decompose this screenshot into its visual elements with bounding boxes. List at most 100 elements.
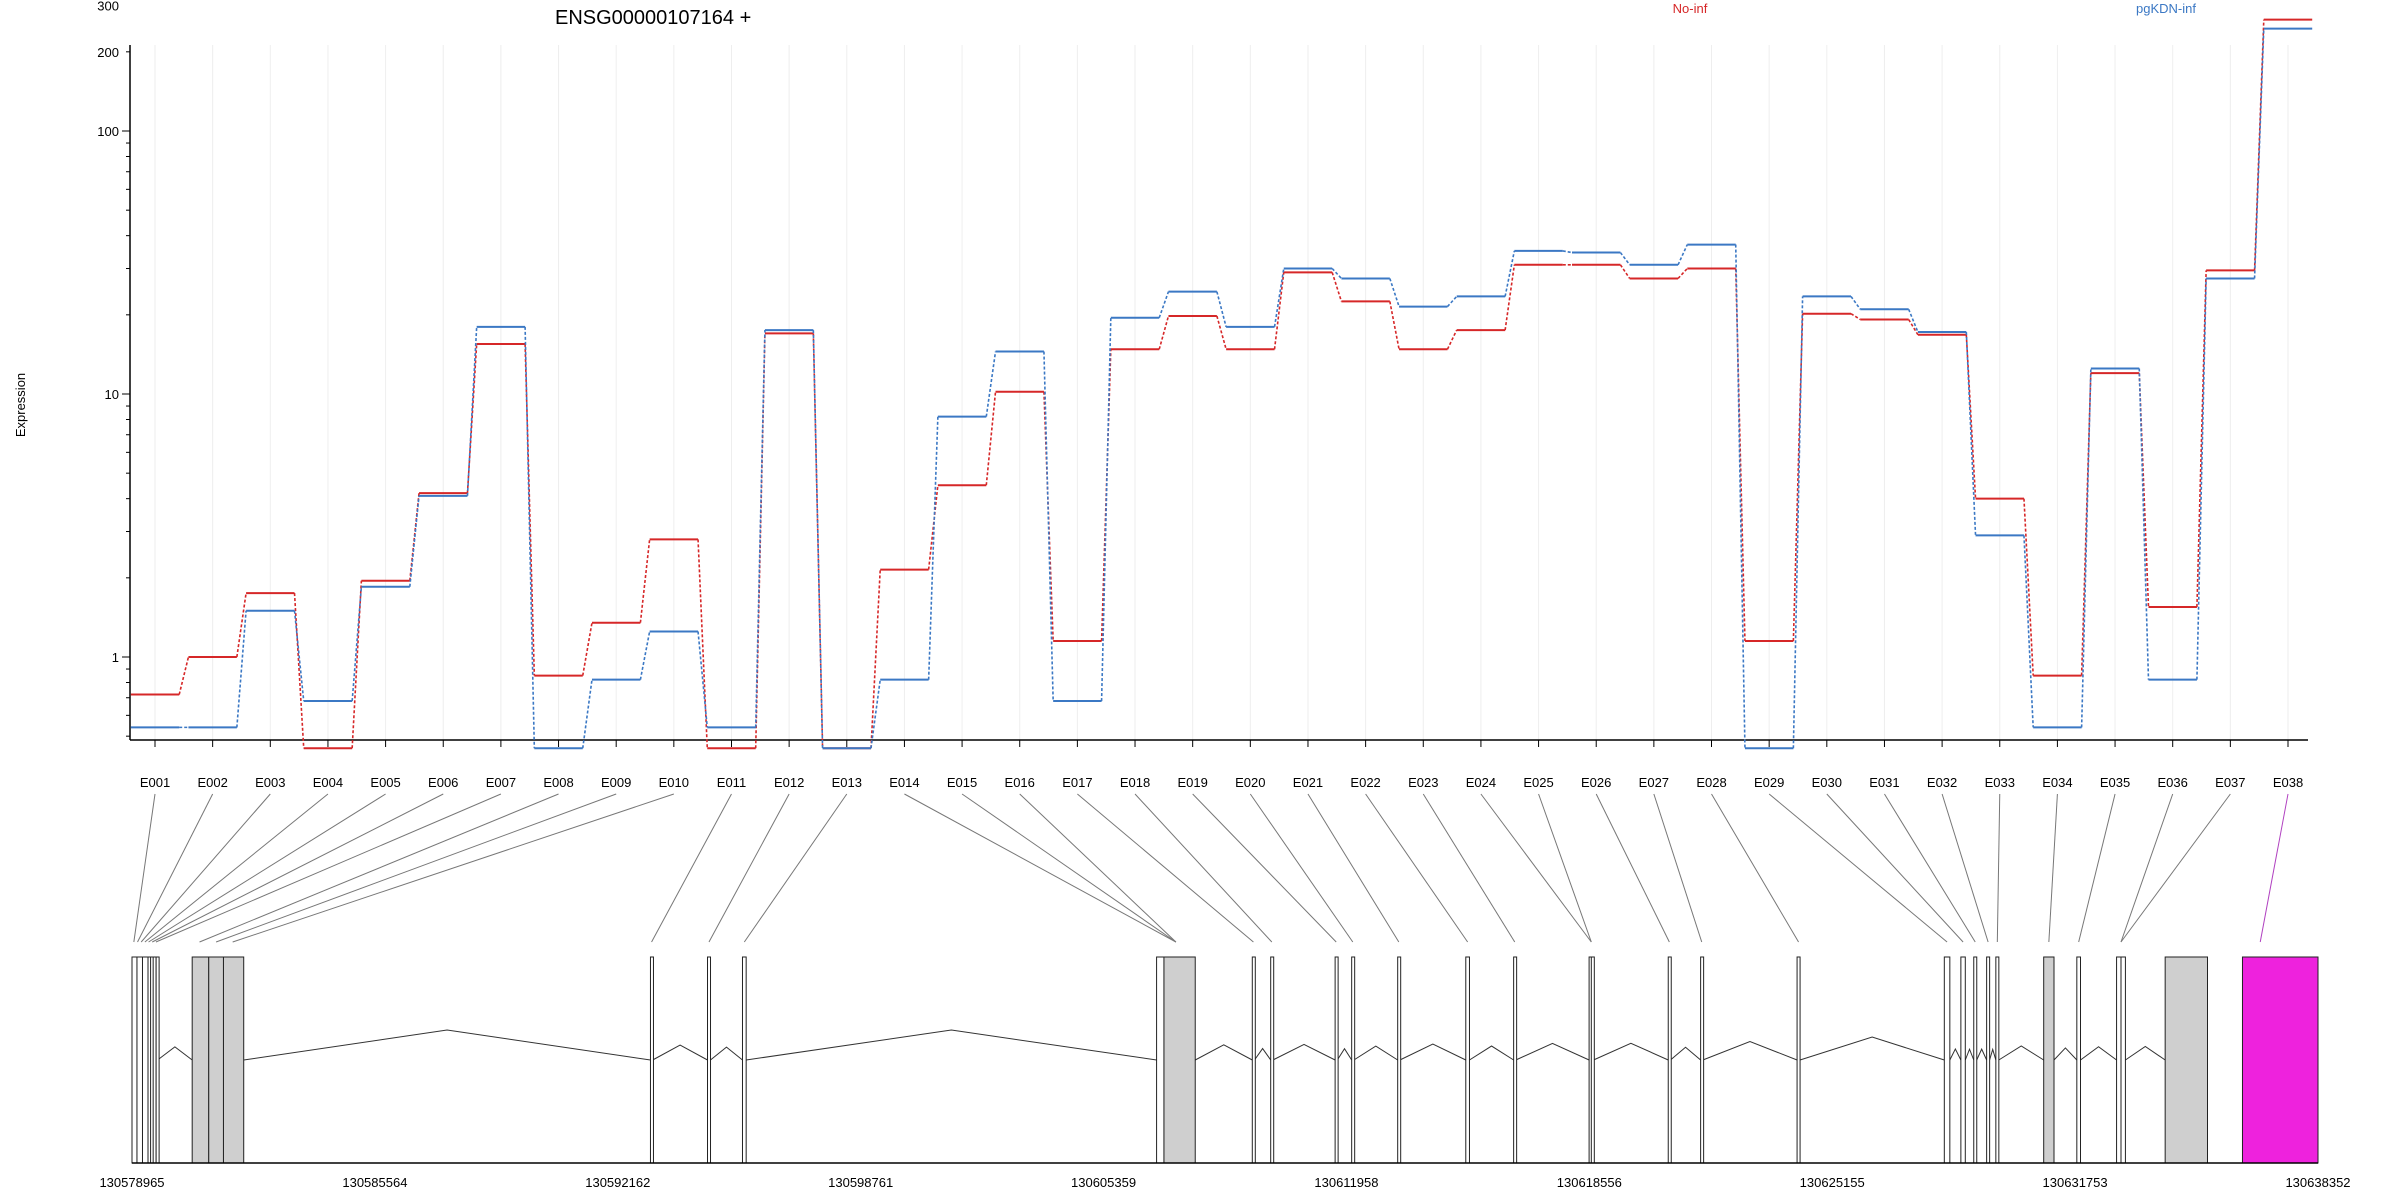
exon-box <box>136 956 143 1164</box>
connector-E019 <box>1192 793 1337 943</box>
x-tick-label-E012: E012 <box>774 775 804 790</box>
exon-box <box>222 956 245 1164</box>
exon-box <box>1943 956 1951 1164</box>
highlight-exon-box <box>2241 956 2319 1164</box>
x-tick-label-E026: E026 <box>1581 775 1611 790</box>
transition-line <box>1331 267 1342 280</box>
intron-line <box>1399 1043 1467 1061</box>
series-layer <box>130 18 2313 750</box>
exon-box <box>707 956 712 1164</box>
transition-line <box>293 593 305 749</box>
connector-E034 <box>2048 793 2058 943</box>
connector-E022 <box>1365 793 1469 943</box>
connector-E029 <box>1768 793 1948 943</box>
transition-line <box>927 416 939 680</box>
transition-line <box>2138 368 2150 680</box>
exon-box <box>1351 956 1356 1164</box>
transition-line <box>1216 291 1227 328</box>
legend-pgKDN-inf: pgKDN-inf <box>2136 1 2196 16</box>
intron-line <box>2080 1046 2117 1061</box>
transition-line <box>236 610 247 728</box>
connector-E009 <box>215 793 617 943</box>
transition-line <box>466 326 478 496</box>
x-tick-label-E019: E019 <box>1177 775 1207 790</box>
x-tick-label-E038: E038 <box>2273 775 2303 790</box>
intron-line <box>1799 1036 1945 1061</box>
transition-line <box>178 656 190 695</box>
transition-line <box>870 679 882 749</box>
coordinate-tick-label: 130605359 <box>1071 1175 1136 1190</box>
series-No-inf <box>130 18 2313 750</box>
transition-line <box>985 391 997 486</box>
transition-line <box>1273 272 1285 350</box>
transition-line <box>293 610 305 702</box>
y-tick-label: 10 <box>105 387 119 402</box>
intron-line <box>1336 1047 1353 1061</box>
connector-E035 <box>2078 793 2116 943</box>
transition-line <box>409 495 420 587</box>
coordinate-tick-label: 130578965 <box>99 1175 164 1190</box>
exon-box <box>2116 956 2122 1164</box>
x-tick-label-E025: E025 <box>1523 775 1553 790</box>
series-pgKDN-inf <box>130 27 2313 750</box>
y-axis-label: Expression <box>13 373 28 437</box>
connector-E007 <box>155 793 502 943</box>
intron-line <box>1593 1042 1669 1061</box>
legend-No-inf: No-inf <box>1673 1 1708 16</box>
connector-E010 <box>232 793 674 943</box>
intron-line <box>1353 1045 1398 1061</box>
exon-box <box>2076 956 2082 1164</box>
transition-line <box>1100 317 1112 702</box>
exon-box <box>1960 956 1966 1164</box>
transition-line <box>1619 252 1631 266</box>
exon-box <box>1986 956 1991 1164</box>
connector-E015 <box>961 793 1177 943</box>
transition-line <box>1677 244 1689 266</box>
transition-line <box>1331 272 1343 302</box>
connector-E006 <box>152 793 444 943</box>
exon-box <box>1163 956 1196 1164</box>
x-tick-label-E037: E037 <box>2215 775 2245 790</box>
coordinate-tick-label: 130585564 <box>342 1175 407 1190</box>
y-tick-label: 200 <box>97 45 119 60</box>
coordinate-tick-label: 130598761 <box>828 1175 893 1190</box>
connector-E020 <box>1249 793 1354 943</box>
intron-line <box>1702 1040 1798 1061</box>
transition-line <box>2196 278 2207 680</box>
x-tick-label-E022: E022 <box>1350 775 1380 790</box>
exon-connectors <box>133 793 2289 943</box>
connector-E008 <box>199 793 559 943</box>
x-tick-label-E023: E023 <box>1408 775 1438 790</box>
transition-line <box>2023 535 2034 728</box>
intron-line <box>157 1046 193 1061</box>
transition-line <box>1504 250 1516 297</box>
transition-line <box>524 326 536 749</box>
connector-E023 <box>1422 793 1516 943</box>
connector-E012 <box>708 793 790 943</box>
intron-line <box>243 1029 651 1061</box>
exon-box <box>1251 956 1256 1164</box>
transition-line <box>639 631 651 680</box>
grid-lines <box>154 45 2289 740</box>
intron-line <box>1670 1046 1701 1061</box>
connector-E013 <box>743 793 848 943</box>
transition-line <box>2138 373 2150 607</box>
x-tick-label-E030: E030 <box>1812 775 1842 790</box>
x-tick-label-E021: E021 <box>1293 775 1323 790</box>
transition-line <box>351 580 363 749</box>
transition-line <box>1907 308 1919 333</box>
transition-line <box>870 569 882 749</box>
transition-line <box>581 679 593 749</box>
intron-line <box>1272 1043 1336 1061</box>
intron-line <box>1964 1047 1975 1061</box>
intron-line <box>2053 1047 2078 1061</box>
intron-line <box>1989 1047 1997 1061</box>
connector-E004 <box>144 793 329 943</box>
transition-line <box>1446 295 1458 308</box>
connector-E028 <box>1711 793 1799 943</box>
x-tick-label-E034: E034 <box>2042 775 2072 790</box>
x-tick-label-E032: E032 <box>1927 775 1957 790</box>
chart-title: ENSG00000107164 + <box>555 7 751 29</box>
exon-box <box>131 956 138 1164</box>
